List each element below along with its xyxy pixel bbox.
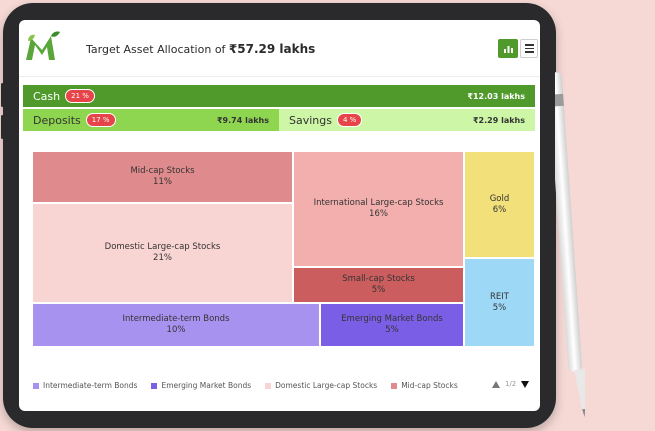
legend-item[interactable]: Emerging Market Bonds — [151, 381, 251, 390]
cash-label: Cash — [33, 89, 61, 103]
tablet-side-button — [1, 83, 4, 107]
brand-logo — [26, 31, 60, 60]
savings-summary-bar[interactable]: Savings 4 % ₹2.29 lakhs — [279, 109, 535, 131]
app-header: Target Asset Allocation of ₹57.29 lakhs — [19, 20, 540, 77]
legend-label: Mid-cap Stocks — [401, 381, 458, 390]
treemap-tile-name: Domestic Large-cap Stocks — [104, 242, 221, 252]
treemap-tile-emerging-market-bonds[interactable]: Emerging Market Bonds 5% — [320, 303, 464, 347]
hamburger-icon — [524, 44, 534, 46]
legend-label: Emerging Market Bonds — [161, 381, 252, 390]
treemap-tile-mid-cap-stocks[interactable]: Mid-cap Stocks 11% — [32, 151, 293, 203]
savings-pct-badge: 4 % — [336, 113, 363, 127]
bar-chart-icon — [503, 45, 513, 53]
treemap-tile-pct: 5% — [385, 325, 399, 335]
treemap-tile-reit[interactable]: REIT 5% — [464, 258, 535, 347]
treemap-tile-domestic-large-cap-stocks[interactable]: Domestic Large-cap Stocks 21% — [32, 203, 293, 303]
cash-summary-bar[interactable]: Cash 21 % ₹12.03 lakhs — [23, 85, 535, 107]
pager-down-icon[interactable] — [521, 380, 530, 388]
treemap-tile-small-cap-stocks[interactable]: Small-cap Stocks 5% — [293, 267, 464, 303]
treemap-tile-pct: 16% — [369, 209, 388, 219]
tablet-screen: Target Asset Allocation of ₹57.29 lakhs … — [19, 20, 540, 411]
savings-amount: ₹2.29 lakhs — [472, 115, 525, 125]
legend-label: Intermediate-term Bonds — [43, 381, 138, 390]
treemap-tile-name: REIT — [490, 291, 509, 302]
legend-item[interactable]: Domestic Large-cap Stocks — [265, 381, 377, 390]
legend-label: Domestic Large-cap Stocks — [275, 381, 378, 390]
legend-swatch — [33, 382, 39, 389]
cash-pct-badge: 21 % — [65, 89, 95, 103]
legend-pager: 1/2 — [492, 380, 530, 388]
tablet-frame: Target Asset Allocation of ₹57.29 lakhs … — [1, 3, 556, 428]
pager-up-icon[interactable] — [492, 380, 500, 388]
treemap-tile-name: Intermediate-term Bonds — [122, 314, 230, 324]
treemap-tile-pct: 11% — [153, 177, 172, 187]
deposits-pct-badge: 17 % — [85, 113, 116, 127]
treemap-tile-pct: 21% — [153, 253, 172, 263]
chart-legend: Intermediate-term Bonds Emerging Market B… — [33, 381, 458, 390]
treemap-tile-name: Gold — [489, 193, 510, 204]
legend-swatch — [265, 382, 272, 389]
page-title: Target Asset Allocation of ₹57.29 lakhs — [86, 42, 316, 56]
stylus-pencil — [555, 72, 585, 418]
treemap-tile-name: International Large-cap Stocks — [313, 198, 444, 208]
legend-item[interactable]: Mid-cap Stocks — [391, 381, 458, 390]
savings-label: Savings — [289, 113, 332, 127]
treemap-tile-pct: 10% — [166, 325, 186, 335]
legend-swatch — [151, 382, 158, 389]
treemap-tile-name: Emerging Market Bonds — [341, 314, 443, 324]
tablet-side-button — [1, 115, 4, 139]
cash-amount: ₹12.03 lakhs — [467, 91, 525, 101]
treemap-tile-international-large-cap-stocks[interactable]: International Large-cap Stocks 16% — [293, 151, 464, 267]
legend-item[interactable]: Intermediate-term Bonds — [33, 381, 137, 390]
deposits-summary-bar[interactable]: Deposits 17 % ₹9.74 lakhs — [23, 109, 279, 131]
menu-button[interactable] — [520, 39, 538, 58]
legend-swatch — [391, 382, 398, 389]
treemap-tile-gold[interactable]: Gold 6% — [464, 151, 535, 258]
treemap-tile-pct: 5% — [492, 302, 507, 313]
deposits-amount: ₹9.74 lakhs — [216, 115, 269, 125]
bar-chart-button[interactable] — [498, 39, 518, 58]
deposits-label: Deposits — [33, 113, 81, 127]
treemap-tile-intermediate-term-bonds[interactable]: Intermediate-term Bonds 10% — [32, 303, 320, 347]
pager-text: 1/2 — [505, 380, 517, 388]
treemap-tile-pct: 6% — [492, 204, 507, 215]
treemap-tile-pct: 5% — [371, 285, 386, 295]
treemap-tile-name: Mid-cap Stocks — [130, 166, 195, 176]
treemap-tile-name: Small-cap Stocks — [342, 274, 415, 284]
